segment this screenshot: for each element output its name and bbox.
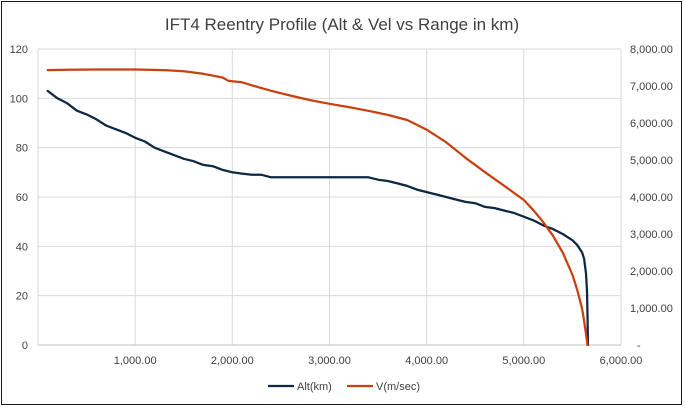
x-tick-label: 2,000.00 xyxy=(211,355,254,367)
series-line-alt-km xyxy=(46,89,590,347)
y-right-tick-label: 3,000.00 xyxy=(630,229,673,241)
y-left-tick-label: 0 xyxy=(22,340,28,352)
series-line-v-m-sec xyxy=(46,68,589,347)
y-left-tick-label: 80 xyxy=(16,143,28,155)
gridlines xyxy=(37,48,622,345)
y-right-tick-label: 1,000.00 xyxy=(630,303,673,315)
y-right-tick-label: 2,000.00 xyxy=(630,266,673,278)
x-tick-label: 4,000.00 xyxy=(405,355,448,367)
legend-label-v-m-sec: V(m/sec) xyxy=(376,381,420,393)
y-right-tick-label: 7,000.00 xyxy=(630,81,673,93)
chart-title: IFT4 Reentry Profile (Alt & Vel vs Range… xyxy=(165,15,519,34)
x-tick-label: 1,000.00 xyxy=(114,355,157,367)
legend: Alt(km) V(m/sec) xyxy=(268,381,420,393)
y-right-tick-label: 4,000.00 xyxy=(630,192,673,204)
x-tick-label: 3,000.00 xyxy=(308,355,351,367)
x-tick-label: 6,000.00 xyxy=(600,355,643,367)
series-lines xyxy=(46,68,590,347)
y-left-tick-label: 120 xyxy=(10,44,28,56)
y-right-tick-label: 8,000.00 xyxy=(630,44,673,56)
y-left-tick-label: 100 xyxy=(10,93,28,105)
y-right-tick-label: 5,000.00 xyxy=(630,155,673,167)
legend-label-alt-km: Alt(km) xyxy=(297,381,332,393)
y-right-tick-label: 6,000.00 xyxy=(630,118,673,130)
y-left-tick-label: 40 xyxy=(16,241,28,253)
y-left-tick-label: 20 xyxy=(16,291,28,303)
axes: 0 20 40 60 80 100 120 - 1,000.00 2,000.00 3,000.00… xyxy=(10,44,673,367)
y-left-tick-label: 60 xyxy=(16,192,28,204)
x-tick-label: 5,000.00 xyxy=(502,355,545,367)
y-right-tick-label: - xyxy=(637,340,641,352)
